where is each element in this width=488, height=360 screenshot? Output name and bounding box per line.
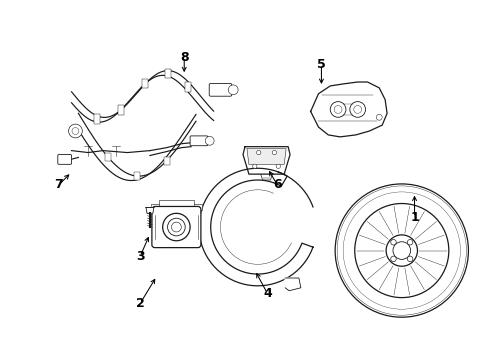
Circle shape xyxy=(276,164,280,168)
Circle shape xyxy=(386,235,417,266)
Polygon shape xyxy=(310,82,386,137)
Circle shape xyxy=(252,164,256,168)
Bar xyxy=(185,82,191,92)
Bar xyxy=(165,68,171,78)
Text: 8: 8 xyxy=(180,51,188,64)
Bar xyxy=(163,157,169,165)
Circle shape xyxy=(167,218,185,236)
Circle shape xyxy=(392,242,410,259)
Text: 7: 7 xyxy=(54,179,63,192)
Circle shape xyxy=(171,222,181,232)
Bar xyxy=(151,203,202,210)
Polygon shape xyxy=(285,278,300,291)
Polygon shape xyxy=(146,207,154,213)
Circle shape xyxy=(228,85,238,95)
Text: 4: 4 xyxy=(263,287,271,300)
Bar xyxy=(159,199,194,210)
Circle shape xyxy=(390,256,395,262)
Text: 1: 1 xyxy=(409,211,418,224)
Bar xyxy=(94,114,100,124)
Bar xyxy=(142,78,148,89)
Bar xyxy=(134,172,140,180)
Circle shape xyxy=(163,213,190,241)
Circle shape xyxy=(376,114,382,120)
Circle shape xyxy=(407,256,412,262)
FancyBboxPatch shape xyxy=(209,84,231,96)
Circle shape xyxy=(407,239,412,245)
Polygon shape xyxy=(243,147,289,174)
Circle shape xyxy=(334,184,468,317)
Bar xyxy=(118,105,124,114)
Circle shape xyxy=(349,102,365,117)
Text: 2: 2 xyxy=(136,297,144,310)
Bar xyxy=(104,153,110,161)
Text: 5: 5 xyxy=(316,58,325,71)
FancyBboxPatch shape xyxy=(152,207,201,248)
Text: 3: 3 xyxy=(136,250,144,263)
Circle shape xyxy=(272,150,276,155)
Circle shape xyxy=(390,239,395,245)
Text: 6: 6 xyxy=(272,179,281,192)
Circle shape xyxy=(205,136,214,145)
FancyBboxPatch shape xyxy=(190,136,207,146)
FancyBboxPatch shape xyxy=(58,154,71,164)
Polygon shape xyxy=(199,168,312,286)
Circle shape xyxy=(68,124,82,138)
Circle shape xyxy=(329,102,345,117)
Circle shape xyxy=(256,150,260,155)
Polygon shape xyxy=(246,149,285,164)
